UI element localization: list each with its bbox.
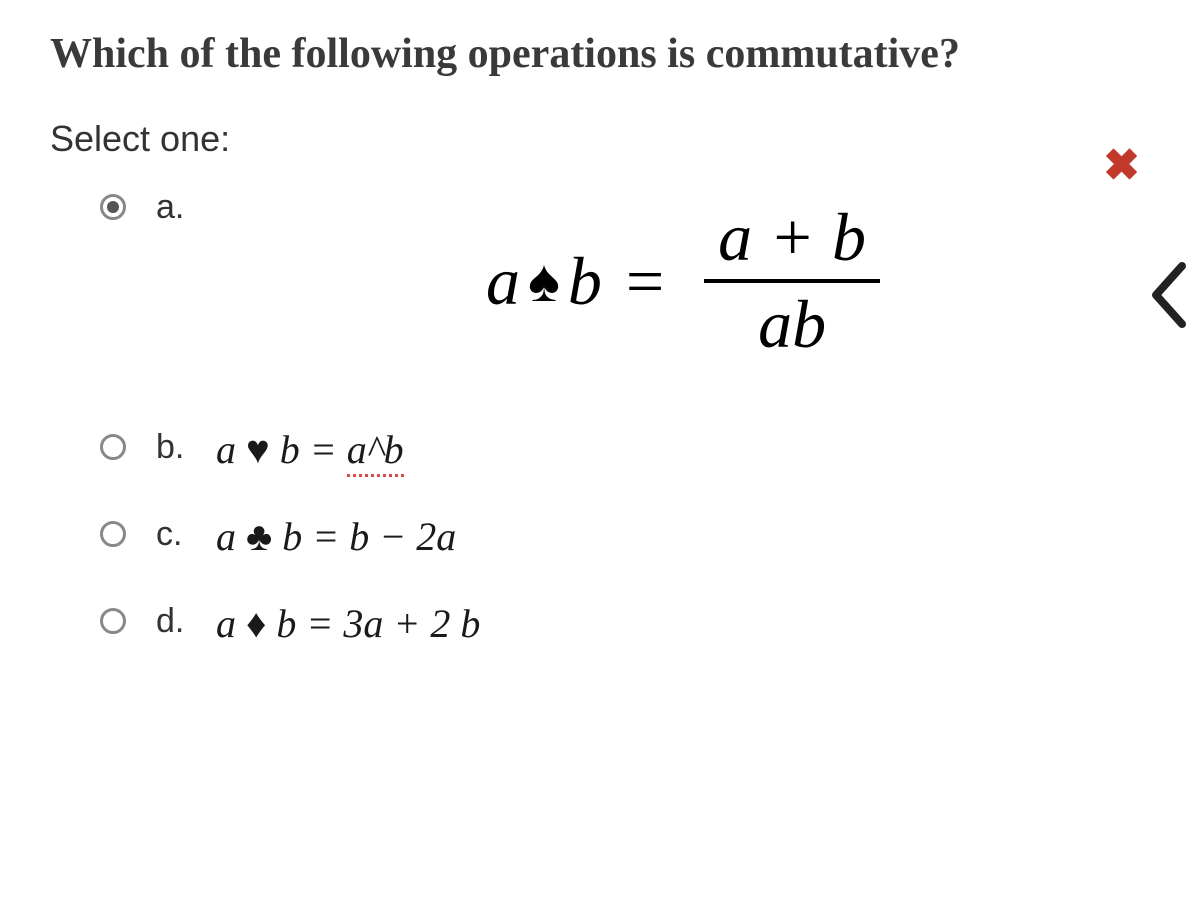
opD-after: b = 3a + 2 b <box>266 601 480 646</box>
option-b[interactable]: b. a ♥ b = a^b <box>100 426 1150 473</box>
opA-fraction: a + b ab <box>704 200 880 363</box>
options-list: a. a ♠ b = a + b ab b. a <box>50 186 1150 647</box>
option-letter-c: c. <box>156 513 216 554</box>
select-one-instruction: Select one: <box>50 118 1150 160</box>
opD-before: a <box>216 601 246 646</box>
option-c-equation: a ♣ b = b − 2a <box>216 513 456 560</box>
option-a-equation-wrap: a ♠ b = a + b ab <box>216 186 1150 376</box>
fraction-bar <box>704 279 880 283</box>
back-button[interactable] <box>1144 260 1194 330</box>
heart-icon: ♥ <box>246 427 270 472</box>
question-text: Which of the following operations is com… <box>50 30 1150 78</box>
opA-numerator: a + b <box>704 200 880 275</box>
option-c[interactable]: c. a ♣ b = b − 2a <box>100 513 1150 560</box>
option-a-equation: a ♠ b = a + b ab <box>486 200 880 363</box>
option-letter-d: d. <box>156 600 216 641</box>
opC-after: b = b − 2a <box>272 514 456 559</box>
radio-d[interactable] <box>100 608 126 634</box>
opB-mid: b = <box>270 427 347 472</box>
spade-icon: ♠ <box>528 247 560 316</box>
opA-lhs-b: b <box>568 242 602 321</box>
opB-underlined: a^b <box>347 427 404 477</box>
opA-lhs-a: a <box>486 242 520 321</box>
opA-equals: = <box>626 242 664 321</box>
diamond-icon: ♦ <box>246 601 266 646</box>
radio-a[interactable] <box>100 194 126 220</box>
radio-b[interactable] <box>100 434 126 460</box>
option-b-equation: a ♥ b = a^b <box>216 426 404 473</box>
club-icon: ♣ <box>246 514 272 559</box>
option-d[interactable]: d. a ♦ b = 3a + 2 b <box>100 600 1150 647</box>
opC-before: a <box>216 514 246 559</box>
opA-denominator: ab <box>744 287 840 362</box>
quiz-question-card: Which of the following operations is com… <box>0 0 1200 900</box>
option-d-equation: a ♦ b = 3a + 2 b <box>216 600 480 647</box>
option-letter-b: b. <box>156 426 216 467</box>
option-letter-a: a. <box>156 186 216 227</box>
wrong-mark-icon: ✖ <box>1103 140 1140 191</box>
option-a[interactable]: a. a ♠ b = a + b ab <box>100 186 1150 376</box>
radio-c[interactable] <box>100 521 126 547</box>
chevron-left-icon <box>1144 260 1194 330</box>
opB-before: a <box>216 427 246 472</box>
